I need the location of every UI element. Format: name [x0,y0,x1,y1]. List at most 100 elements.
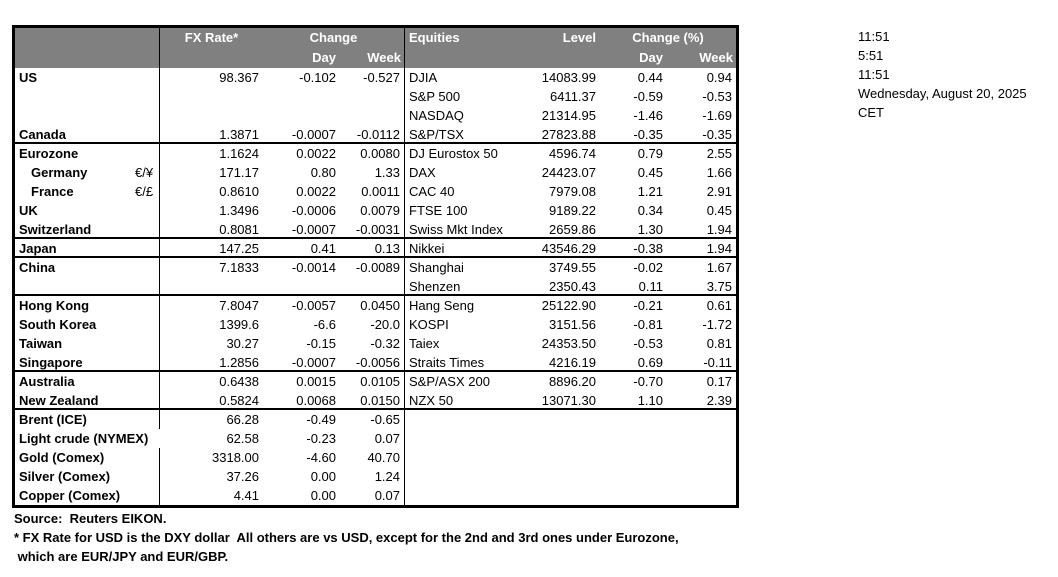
fx-week-change-cell: -0.0056 [340,353,405,372]
equity-level-cell: 14083.99 [541,70,596,85]
instrument-name-cell: US [19,70,38,85]
equity-level-cell [524,448,600,467]
fx-rate-cell: 0.8081 [160,220,263,239]
fx-week-change-cell: 0.0079 [340,201,405,220]
fx-day-change-cell: -0.0007 [263,220,340,239]
equity-day-change-cell: -1.46 [633,108,663,123]
equity-day-change-cell [600,448,667,467]
equity-name-cell: Shanghai [409,260,464,275]
fx-day-change-cell: 0.0015 [296,374,336,389]
fx-rate-cell: 3318.00 [212,450,259,465]
equity-week-change-cell: -0.11 [667,353,736,372]
header-fx-rate: FX Rate* [160,28,263,48]
fx-week-change-cell: 0.13 [340,239,405,258]
equity-week-change-cell: -0.35 [667,125,736,144]
header-change-pct: Change (%) [600,28,736,48]
fx-rate-cell [160,87,263,106]
header-blank-cell [160,48,263,68]
equity-day-change-cell: 0.69 [600,353,667,372]
equity-week-change-cell: -0.53 [702,89,732,104]
equity-level-cell [524,486,600,505]
fx-day-change-cell: -0.23 [306,431,336,446]
equity-level-cell: 43546.29 [524,239,600,258]
instrument-name-cell: Silver (Comex) [19,469,111,484]
equity-level-cell: 13071.30 [524,391,600,410]
instrument-name-cell [15,106,133,125]
equity-level-cell: 4596.74 [549,146,596,161]
fx-rate-cell: 30.27 [226,336,259,351]
instrument-name-cell: China [19,260,56,275]
instrument-name-cell: Eurozone [19,146,79,161]
fx-week-change-cell: -0.65 [340,410,405,429]
equity-day-change-cell: -0.21 [633,298,663,313]
footnotes: Source: Reuters EIKON. * FX Rate for USD… [14,509,679,566]
currency-pair-cell: €/£ [133,182,160,201]
instrument-name-cell: France [31,184,74,199]
instrument-name-cell: Taiwan [19,336,63,351]
equity-name-cell: DAX [409,165,436,180]
header-fx-day: Day [263,48,340,68]
equity-name-cell [405,486,524,505]
currency-pair-cell [133,239,160,258]
fx-rate-cell: 1.3496 [219,203,259,218]
equity-day-change-cell [600,467,667,486]
currency-pair-cell [133,486,160,505]
fx-rate-cell: 37.26 [226,469,259,484]
equity-day-change-cell: 0.44 [637,70,663,85]
fx-rate-cell: 1.3871 [160,125,263,144]
instrument-name-cell: Singapore [15,353,133,372]
equity-level-cell: 21314.95 [541,108,596,123]
currency-pair-cell [133,372,160,391]
fx-week-change-cell: 0.0011 [340,182,405,201]
equity-name-cell [405,410,524,429]
equity-day-change-cell: -0.81 [633,317,663,332]
currency-pair-cell [133,391,160,410]
fx-rate-cell: 147.25 [160,239,263,258]
instrument-name-cell: Germany [31,165,88,180]
currency-pair-cell [133,277,160,296]
currency-pair-cell [133,144,160,163]
instrument-name-cell: Brent (ICE) [19,412,87,427]
fx-day-change-cell: -0.0007 [263,125,340,144]
equity-name-cell [405,467,524,486]
equity-week-change-cell: 0.45 [706,203,732,218]
fx-rate-cell: 66.28 [226,412,259,427]
fx-week-change-cell: 1.24 [340,467,405,486]
equity-week-change-cell: 2.91 [706,184,732,199]
equity-day-change-cell [600,486,667,505]
fx-day-change-cell [263,277,340,296]
header-blank-cell [15,48,160,68]
equity-level-cell: 6411.37 [549,89,596,104]
currency-pair-cell [133,448,160,467]
instrument-name-cell: Japan [15,239,133,258]
equity-week-change-cell: 1.67 [706,260,732,275]
equity-week-change-cell: -1.72 [702,317,732,332]
fx-rate-cell [160,106,263,125]
currency-pair-cell [133,125,160,144]
date-line: Wednesday, August 20, 2025 [858,86,1027,101]
fx-week-change-cell: -0.0112 [340,125,405,144]
equity-name-cell: S&P/ASX 200 [409,374,490,389]
timestamp-line: 11:51 [858,67,890,82]
fx-day-change-cell [263,87,340,106]
equity-week-change-cell [667,467,736,486]
fx-week-change-cell [340,277,405,296]
fx-week-change-cell: 40.70 [340,448,405,467]
header-fx-week: Week [340,48,405,68]
fx-rate-cell: 7.8047 [219,298,259,313]
currency-pair-cell [133,353,160,372]
fx-day-change-cell: -0.15 [306,336,336,351]
equity-week-change-cell: 3.75 [667,277,736,296]
equity-name-cell: S&P 500 [409,89,461,104]
fx-day-change-cell: 0.0022 [296,184,336,199]
equity-day-change-cell: 1.10 [600,391,667,410]
timestamp-block: 11:51 5:51 11:51 Wednesday, August 20, 2… [858,27,1027,122]
equity-day-change-cell: -0.02 [633,260,663,275]
fx-rate-cell: 7.1833 [219,260,259,275]
header-blank-cell [405,48,600,68]
equity-day-change-cell: 0.45 [637,165,663,180]
equity-level-cell: 3749.55 [549,260,596,275]
fx-week-change-cell: -0.527 [340,68,405,87]
header-change: Change [263,28,405,48]
equity-week-change-cell: 0.17 [706,374,732,389]
